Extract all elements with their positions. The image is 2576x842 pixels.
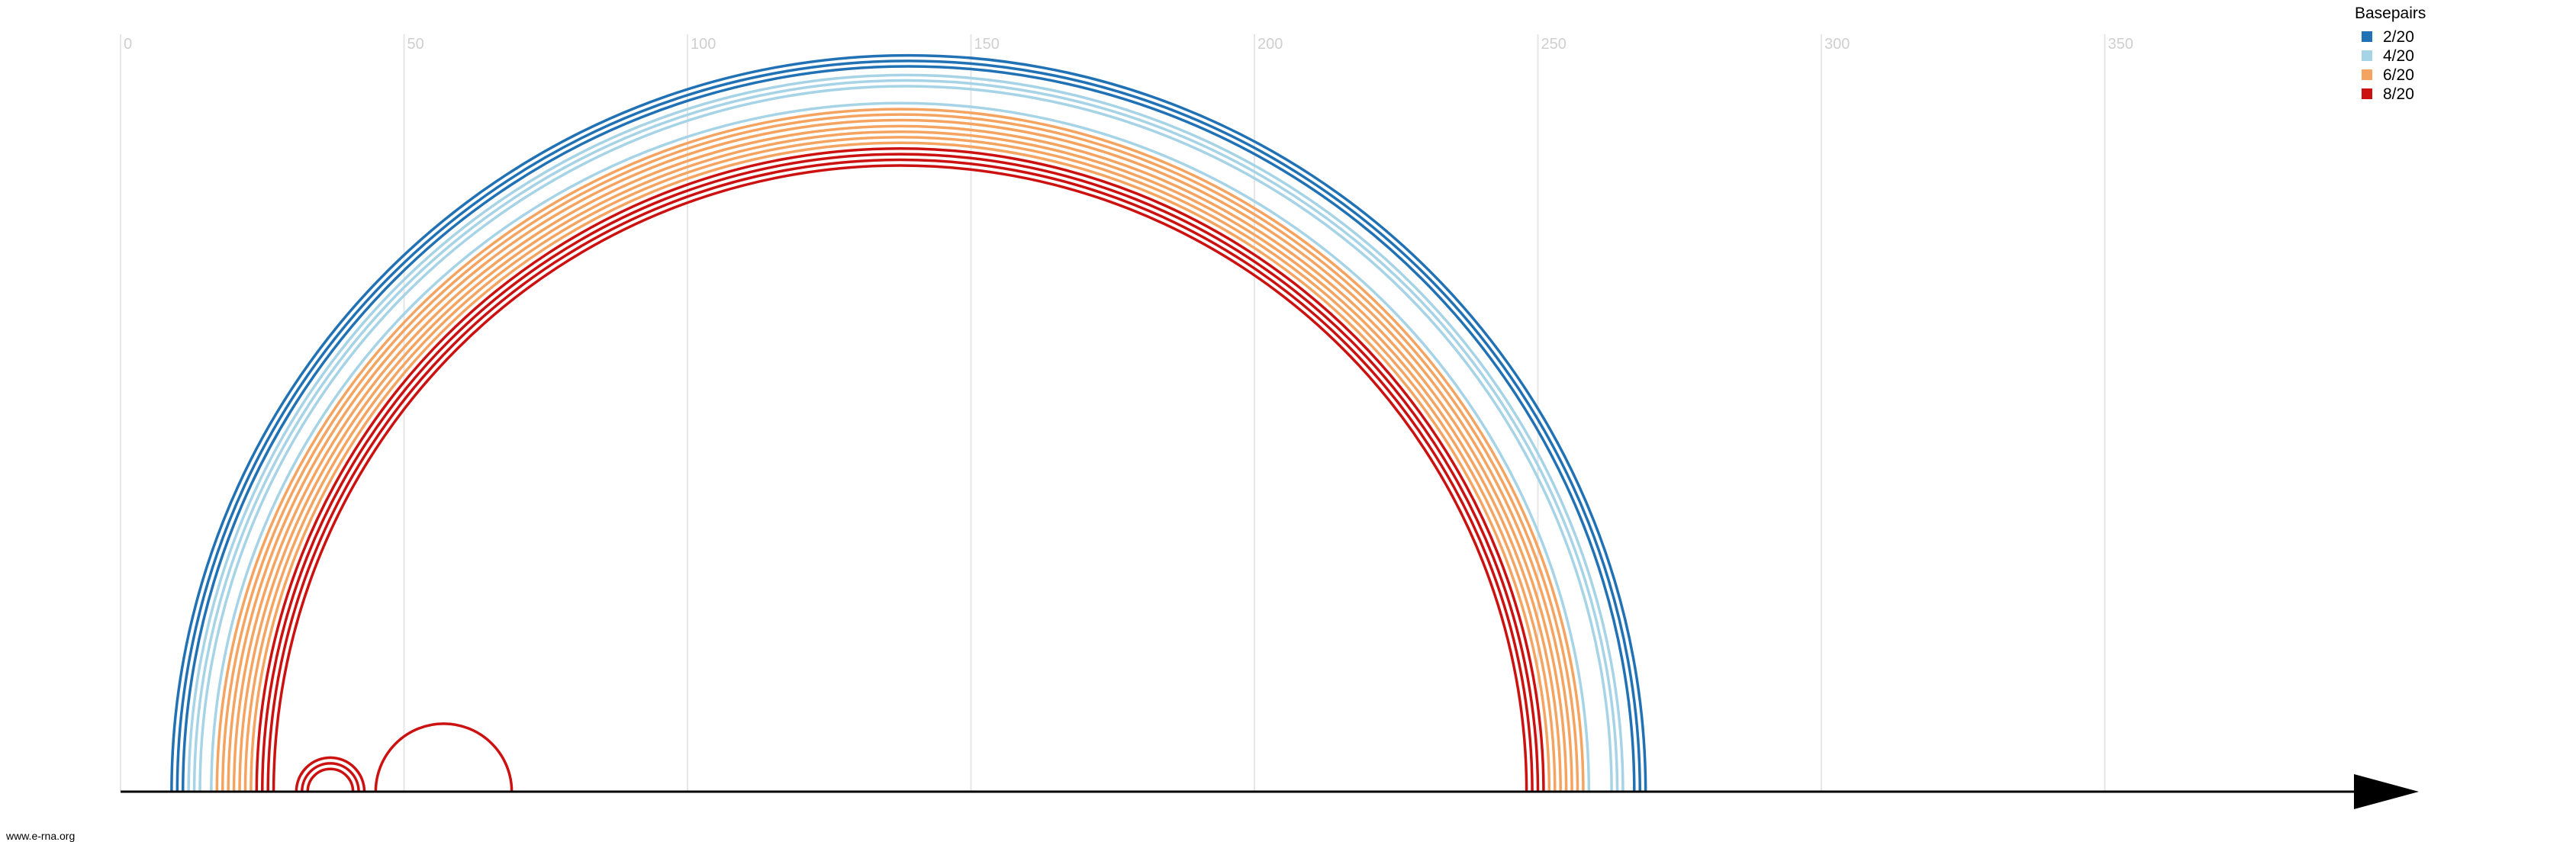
tick-label: 250 (1541, 36, 1567, 53)
tick-label: 300 (1824, 36, 1850, 53)
basepair-arc (261, 153, 1540, 792)
tick-label: 100 (691, 36, 716, 53)
basepair-arc (187, 73, 1624, 792)
basepair-arc (198, 85, 1613, 792)
basepair-arc (255, 146, 1545, 792)
basepair-arc (170, 53, 1647, 792)
axis-arrow-icon (2354, 774, 2419, 809)
basepair-arc (221, 113, 1579, 792)
legend-title: Basepairs (2355, 5, 2426, 22)
basepair-arc (243, 136, 1557, 792)
legend-label: 6/20 (2383, 66, 2414, 84)
legend-label: 8/20 (2383, 85, 2414, 103)
basepair-arc (374, 722, 514, 792)
legend-label: 2/20 (2383, 28, 2414, 46)
basepair-arc (210, 101, 1591, 792)
basepair-arc (227, 118, 1573, 792)
legend-swatch (2362, 69, 2372, 80)
tick-label: 50 (407, 36, 424, 53)
basepair-arc (250, 141, 1551, 792)
basepair-arc (295, 756, 366, 792)
tick-labels: 0 50 100 150 200 250 300 350 (124, 36, 2133, 53)
basepair-arc (266, 158, 1534, 792)
basepair-arc (272, 164, 1528, 792)
basepair-arc (215, 108, 1585, 792)
tick-label: 0 (124, 36, 132, 53)
basepair-arc (175, 59, 1641, 792)
basepair-arc (192, 79, 1619, 792)
basepair-arc (238, 130, 1562, 792)
legend-label: 4/20 (2383, 47, 2414, 65)
basepair-arc (181, 65, 1636, 792)
legend-swatch (2362, 88, 2372, 99)
arcs (170, 53, 1647, 792)
footer-text: www.e-rna.org (6, 830, 76, 842)
tick-label: 350 (2108, 36, 2133, 53)
tick-label: 150 (974, 36, 1000, 53)
basepair-arc (301, 762, 360, 792)
tick-label: 200 (1257, 36, 1283, 53)
basepair-arc (306, 767, 355, 792)
legend-swatch (2362, 50, 2372, 61)
legend-swatch (2362, 31, 2372, 42)
sequence-axis (121, 774, 2419, 809)
legend: Basepairs 2/204/206/208/20 (2355, 5, 2426, 103)
basepair-arc (232, 124, 1568, 792)
